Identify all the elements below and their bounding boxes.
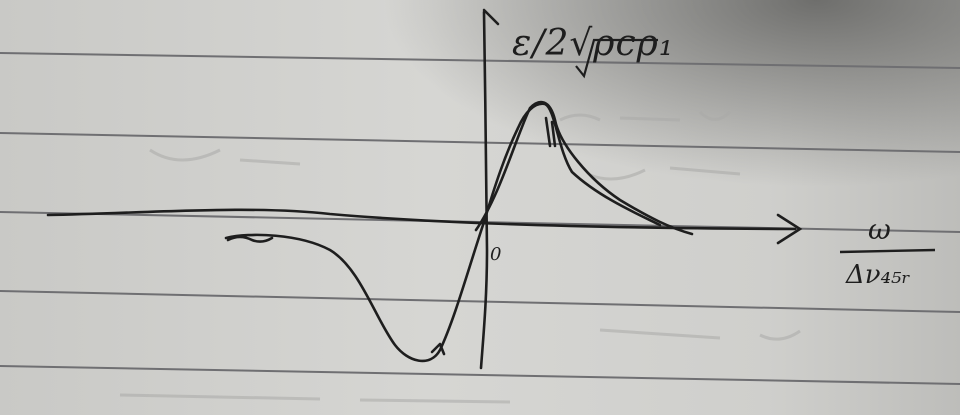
dispersion-curve bbox=[224, 102, 662, 363]
x-axis-label-denominator: Δν₄₅ᵣ bbox=[846, 260, 911, 290]
bleed-through-marks bbox=[119, 110, 801, 404]
ruled-line bbox=[0, 290, 960, 313]
ruled-line bbox=[0, 365, 960, 385]
y-axis bbox=[479, 10, 489, 370]
sqrt-sign bbox=[575, 38, 658, 79]
y-axis-label: ε/2√ρcρ₁ bbox=[512, 23, 675, 64]
ruled-line bbox=[0, 52, 960, 69]
axes bbox=[46, 8, 803, 370]
x-axis-arrow bbox=[776, 213, 803, 245]
x-axis bbox=[46, 208, 797, 231]
bottom-arrowhead bbox=[430, 342, 446, 356]
x-label-fraction-bar bbox=[839, 248, 936, 254]
sketched-curves bbox=[224, 100, 694, 363]
origin-label: 0 bbox=[490, 244, 502, 265]
y-axis-arrow bbox=[482, 8, 500, 26]
ruled-line bbox=[0, 132, 960, 153]
x-axis-label-numerator: ω bbox=[868, 213, 891, 246]
absorption-curve bbox=[474, 100, 694, 236]
scribble-mark bbox=[226, 116, 557, 243]
